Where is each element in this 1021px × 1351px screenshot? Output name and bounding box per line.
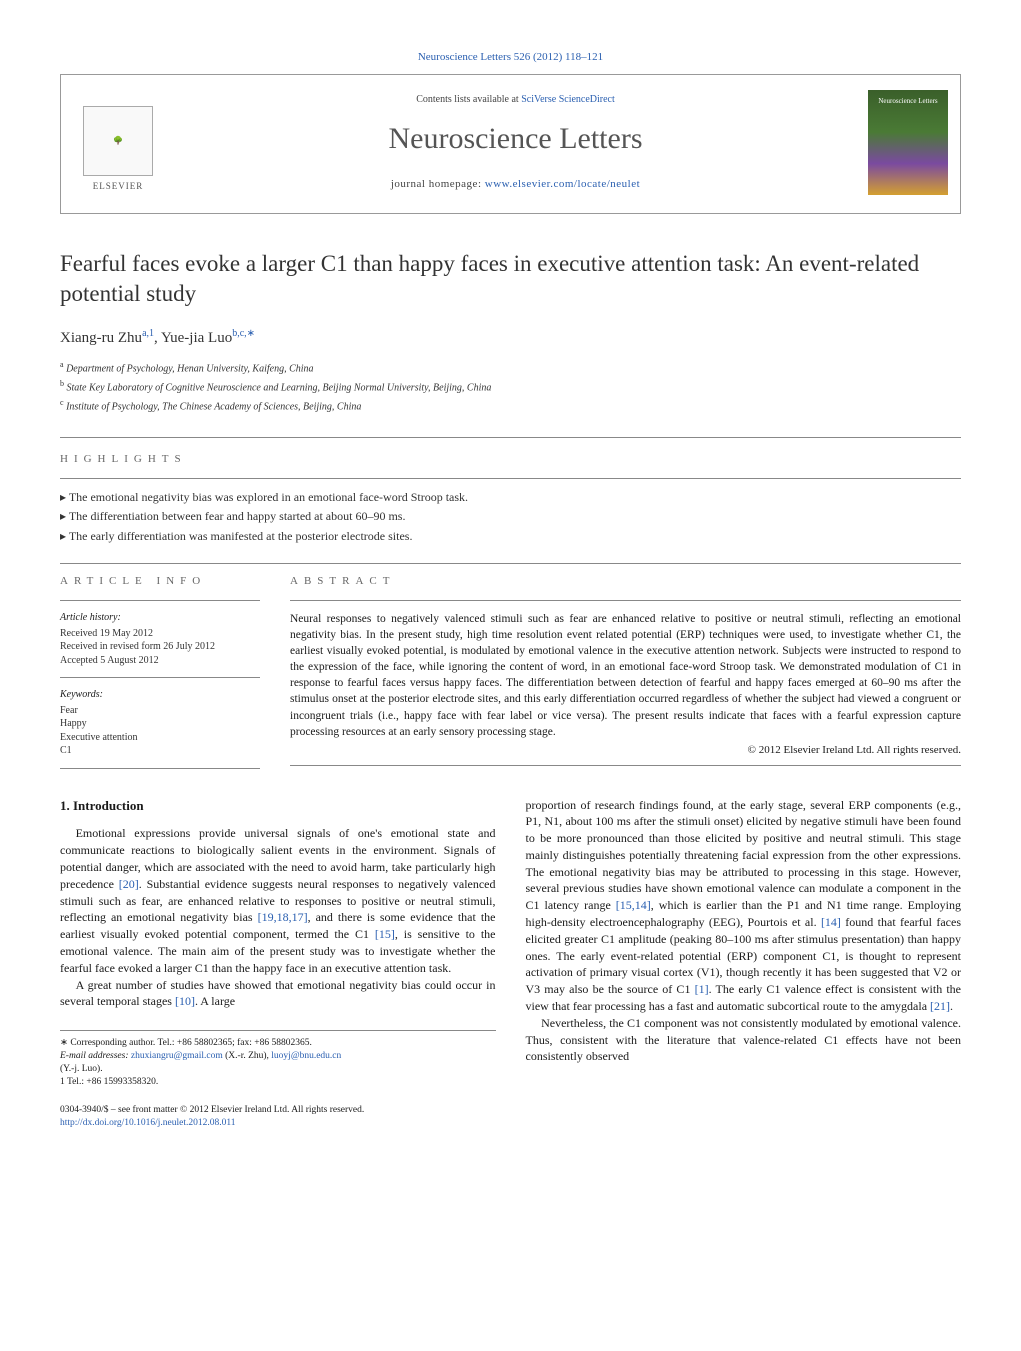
page-container: Neuroscience Letters 526 (2012) 118–121 … xyxy=(0,0,1021,1170)
accepted-date: Accepted 5 August 2012 xyxy=(60,654,260,668)
email-line: E-mail addresses: zhuxiangru@gmail.com (… xyxy=(60,1050,496,1063)
paragraph: Nevertheless, the C1 component was not c… xyxy=(526,1015,962,1065)
body-text-right: proportion of research findings found, a… xyxy=(526,797,962,1066)
corresponding-author-note: ∗ Corresponding author. Tel.: +86 588023… xyxy=(60,1037,496,1050)
journal-ref-link[interactable]: Neuroscience Letters 526 (2012) 118–121 xyxy=(418,51,603,63)
highlight-item: The emotional negativity bias was explor… xyxy=(60,489,961,506)
journal-cover-image: Neuroscience Letters xyxy=(868,90,948,195)
highlight-item: The differentiation between fear and hap… xyxy=(60,508,961,525)
paragraph: A great number of studies have showed th… xyxy=(60,977,496,1011)
body-column-left: 1. Introduction Emotional expressions pr… xyxy=(60,797,496,1089)
author-1-affil: a,1 xyxy=(142,328,154,339)
article-info-column: ARTICLE INFO Article history: Received 1… xyxy=(60,564,260,768)
highlight-item: The early differentiation was manifested… xyxy=(60,528,961,545)
authors-line: Xiang-ru Zhua,1, Yue-jia Luob,c,∗ xyxy=(60,327,961,350)
journal-title: Neuroscience Letters xyxy=(173,117,858,161)
abstract-copyright: © 2012 Elsevier Ireland Ltd. All rights … xyxy=(290,743,961,759)
affiliation-a: Department of Psychology, Henan Universi… xyxy=(66,364,313,375)
body-text-left: Emotional expressions provide universal … xyxy=(60,825,496,1010)
affiliations-block: a Department of Psychology, Henan Univer… xyxy=(60,359,961,414)
journal-reference-top: Neuroscience Letters 526 (2012) 118–121 xyxy=(60,50,961,66)
publisher-name: ELSEVIER xyxy=(93,180,144,193)
keyword: Executive attention xyxy=(60,731,260,745)
author-2: Yue-jia Luo xyxy=(161,330,232,346)
divider-rule xyxy=(60,600,260,601)
journal-homepage-line: journal homepage: www.elsevier.com/locat… xyxy=(173,177,858,193)
contents-available-line: Contents lists available at SciVerse Sci… xyxy=(173,93,858,108)
highlights-label: HIGHLIGHTS xyxy=(60,452,961,468)
affiliation-b: State Key Laboratory of Cognitive Neuros… xyxy=(67,383,492,394)
footnotes-block: ∗ Corresponding author. Tel.: +86 588023… xyxy=(60,1030,496,1088)
revised-date: Received in revised form 26 July 2012 xyxy=(60,640,260,654)
body-columns: 1. Introduction Emotional expressions pr… xyxy=(60,797,961,1089)
abstract-label: ABSTRACT xyxy=(290,574,961,590)
paragraph: proportion of research findings found, a… xyxy=(526,797,962,1015)
keyword: C1 xyxy=(60,744,260,758)
received-date: Received 19 May 2012 xyxy=(60,627,260,641)
bottom-copyright-block: 0304-3940/$ – see front matter © 2012 El… xyxy=(60,1104,961,1130)
paragraph: Emotional expressions provide universal … xyxy=(60,825,496,976)
front-matter-line: 0304-3940/$ – see front matter © 2012 El… xyxy=(60,1104,961,1117)
section-heading: 1. Introduction xyxy=(60,797,496,816)
keywords-title: Keywords: xyxy=(60,688,260,703)
divider-rule xyxy=(60,768,260,769)
article-title: Fearful faces evoke a larger C1 than hap… xyxy=(60,249,961,309)
email-who-2: (Y.-j. Luo). xyxy=(60,1063,496,1076)
affiliation-c: Institute of Psychology, The Chinese Aca… xyxy=(66,401,361,412)
divider-rule xyxy=(290,765,961,766)
article-history-title: Article history: xyxy=(60,611,260,626)
article-info-label: ARTICLE INFO xyxy=(60,574,260,590)
article-history-block: Received 19 May 2012 Received in revised… xyxy=(60,627,260,668)
divider-rule xyxy=(60,677,260,678)
abstract-text: Neural responses to negatively valenced … xyxy=(290,611,961,740)
doi-link[interactable]: http://dx.doi.org/10.1016/j.neulet.2012.… xyxy=(60,1118,235,1128)
divider-rule xyxy=(60,478,961,479)
keyword: Happy xyxy=(60,717,260,731)
journal-homepage-link[interactable]: www.elsevier.com/locate/neulet xyxy=(485,178,640,190)
body-column-right: proportion of research findings found, a… xyxy=(526,797,962,1089)
keyword: Fear xyxy=(60,704,260,718)
author-2-affil: b,c,∗ xyxy=(232,328,255,339)
divider-rule xyxy=(60,437,961,438)
journal-header-box: 🌳 ELSEVIER Contents lists available at S… xyxy=(60,74,961,214)
author-tel-note: 1 Tel.: +86 15993358320. xyxy=(60,1076,496,1089)
keywords-block: Fear Happy Executive attention C1 xyxy=(60,704,260,758)
sciencedirect-link[interactable]: SciVerse ScienceDirect xyxy=(521,94,615,105)
publisher-logo: 🌳 ELSEVIER xyxy=(73,93,163,193)
email-link-2[interactable]: luoyj@bnu.edu.cn xyxy=(271,1051,341,1061)
abstract-column: ABSTRACT Neural responses to negatively … xyxy=(290,564,961,768)
highlights-list: The emotional negativity bias was explor… xyxy=(60,489,961,545)
author-1: Xiang-ru Zhu xyxy=(60,330,142,346)
divider-rule xyxy=(290,600,961,601)
email-link-1[interactable]: zhuxiangru@gmail.com xyxy=(131,1051,223,1061)
elsevier-tree-icon: 🌳 xyxy=(83,106,153,176)
